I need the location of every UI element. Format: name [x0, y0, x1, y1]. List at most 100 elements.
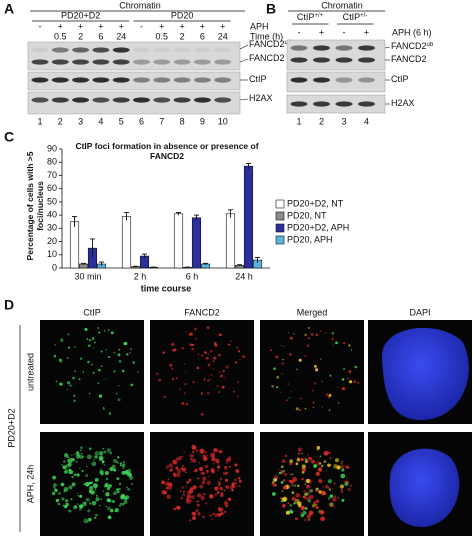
- blot-band: [153, 97, 171, 103]
- group-label: CtIP+/+: [297, 12, 324, 22]
- band-label-main: FANCD2: [249, 39, 285, 49]
- focus-dot: [121, 470, 126, 475]
- focus-dot: [280, 344, 282, 347]
- focus-dot: [219, 482, 221, 485]
- focus-dot: [318, 479, 323, 484]
- focus-dot: [117, 353, 121, 357]
- focus-dot: [199, 484, 204, 489]
- focus-dot: [327, 463, 331, 468]
- focus-dot: [217, 513, 222, 517]
- focus-dot: [119, 462, 123, 465]
- focus-dot: [301, 471, 305, 474]
- focus-dot: [310, 332, 314, 336]
- legend-swatch: [275, 235, 285, 245]
- focus-dot: [319, 510, 325, 515]
- focus-dot: [304, 483, 307, 485]
- focus-dot: [109, 508, 114, 513]
- y-tick-label: 30: [47, 223, 57, 233]
- focus-dot: [227, 343, 231, 346]
- focus-dot: [105, 491, 110, 497]
- focus-dot: [235, 469, 240, 473]
- focus-dot: [340, 473, 346, 479]
- treatment-sign: +: [220, 21, 225, 31]
- focus-dot: [311, 503, 316, 508]
- focus-dot: [341, 468, 345, 472]
- focus-dot: [127, 487, 131, 491]
- lane-number: 1: [37, 116, 42, 126]
- focus-dot: [113, 458, 117, 463]
- focus-dot: [224, 510, 227, 514]
- focus-dot: [161, 480, 165, 485]
- row-label: APH: [250, 21, 269, 31]
- focus-dot: [220, 374, 223, 378]
- focus-dot: [306, 485, 311, 490]
- focus-dot: [53, 483, 57, 488]
- focus-dot: [325, 393, 329, 396]
- focus-dot: [329, 374, 332, 377]
- focus-dot: [122, 461, 125, 464]
- focus-dot: [303, 489, 306, 493]
- focus-dot: [182, 493, 186, 497]
- y-tick-label: 60: [47, 183, 57, 193]
- bar: [69, 221, 80, 269]
- blot-band: [214, 59, 232, 65]
- focus-dot: [94, 341, 96, 344]
- focus-dot: [281, 362, 284, 365]
- focus-dot: [183, 490, 186, 493]
- lane-number: 9: [200, 116, 205, 126]
- focus-dot: [201, 354, 204, 357]
- focus-dot: [341, 460, 343, 463]
- focus-dot: [333, 482, 336, 485]
- focus-dot: [98, 394, 103, 398]
- focus-dot: [283, 470, 285, 472]
- focus-dot: [283, 345, 285, 347]
- blot-band: [193, 97, 211, 103]
- focus-dot: [201, 451, 204, 454]
- focus-dot: [102, 460, 105, 463]
- focus-dot: [156, 372, 159, 376]
- focus-dot: [280, 465, 284, 469]
- focus-dot: [300, 457, 304, 462]
- focus-dot: [304, 354, 307, 357]
- focus-dot: [61, 463, 64, 466]
- focus-dot: [329, 488, 332, 491]
- focus-dot: [307, 457, 310, 459]
- focus-dot: [293, 502, 296, 505]
- focus-dot: [204, 351, 207, 355]
- focus-dot: [184, 371, 186, 374]
- focus-dot: [214, 493, 218, 497]
- focus-dot: [95, 513, 98, 517]
- focus-dot: [304, 506, 308, 510]
- y-tick-label: 90: [47, 143, 57, 153]
- blot-panel: [286, 71, 386, 93]
- focus-dot: [222, 369, 225, 373]
- blot-band: [153, 77, 171, 83]
- y-tick-label: 20: [47, 236, 57, 246]
- focus-dot: [74, 370, 77, 372]
- focus-dot: [54, 344, 56, 346]
- focus-dot: [218, 391, 221, 394]
- focus-dot: [216, 465, 221, 469]
- focus-dot: [284, 473, 288, 476]
- focus-dot: [234, 482, 237, 485]
- panel-letter: C: [4, 129, 14, 145]
- blot-band: [358, 77, 375, 83]
- focus-dot: [305, 460, 308, 464]
- time-label: 0.5: [54, 31, 67, 41]
- focus-dot: [216, 459, 218, 462]
- focus-dot: [60, 339, 64, 343]
- focus-dot: [331, 488, 334, 490]
- blot-band: [112, 59, 130, 65]
- focus-dot: [289, 336, 293, 340]
- micrograph: [40, 320, 144, 424]
- focus-dot: [91, 500, 97, 506]
- blot-band: [358, 101, 375, 107]
- band-label-sup: ub: [427, 42, 434, 48]
- focus-dot: [315, 487, 319, 491]
- focus-dot: [190, 495, 195, 500]
- blot-band: [193, 77, 211, 83]
- blot-band: [112, 47, 130, 53]
- focus-dot: [295, 517, 298, 521]
- focus-dot: [207, 379, 210, 382]
- focus-dot: [341, 498, 345, 502]
